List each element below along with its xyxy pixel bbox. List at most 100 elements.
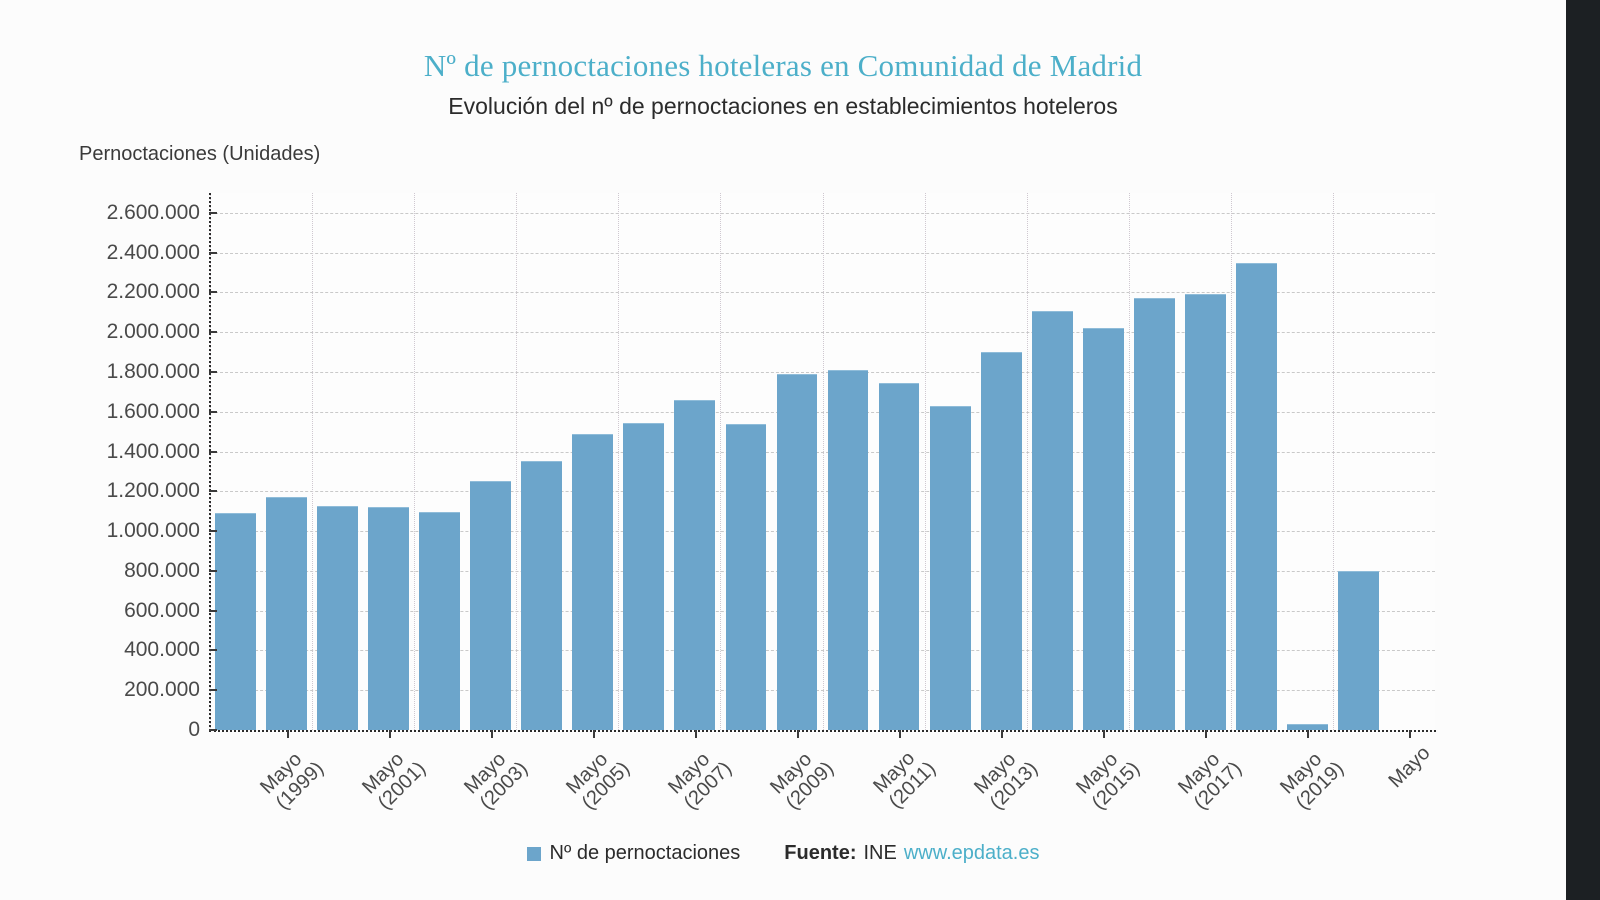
- bar[interactable]: [929, 405, 971, 730]
- y-axis-tick-label: 600.000: [124, 598, 200, 622]
- y-axis-tick-mark: [209, 410, 217, 413]
- y-axis-tick-label: 200.000: [124, 678, 200, 702]
- x-axis-tick-label: Mayo: [1385, 742, 1435, 792]
- bars-layer: [210, 193, 1435, 730]
- y-axis-tick-mark: [209, 211, 217, 214]
- bar[interactable]: [623, 422, 665, 730]
- bar[interactable]: [1133, 298, 1175, 730]
- y-axis-tick-mark: [209, 291, 217, 294]
- y-axis-line: [209, 193, 211, 731]
- y-axis-tick-mark: [209, 371, 217, 373]
- y-axis-tick-label: 2.600.000: [106, 200, 200, 224]
- x-axis-tick-label: Mayo (1999): [256, 742, 329, 815]
- x-axis-tick-mark: [490, 730, 493, 738]
- y-axis-tick-label: 1.000.000: [106, 519, 200, 543]
- bar[interactable]: [776, 373, 818, 730]
- bar[interactable]: [1235, 262, 1277, 730]
- grid-line-vertical: [924, 193, 926, 730]
- x-axis-tick-label: Mayo (2011): [869, 742, 940, 813]
- bar[interactable]: [266, 497, 307, 730]
- x-axis-tick-mark: [796, 730, 799, 738]
- bar[interactable]: [470, 481, 512, 730]
- grid-line-vertical: [720, 193, 722, 730]
- y-axis-tick-label: 400.000: [124, 638, 200, 662]
- bar[interactable]: [827, 370, 869, 730]
- y-axis-unit-label: Pernoctaciones (Unidades): [79, 143, 321, 165]
- right-edge-band: [1566, 0, 1600, 900]
- y-axis-tick-label: 1.200.000: [106, 479, 200, 503]
- y-axis-tick-mark: [209, 251, 217, 254]
- grid-line-vertical: [312, 193, 314, 730]
- bar[interactable]: [1184, 294, 1226, 730]
- chart-footer: Nº de pernoctaciones Fuente: INE www.epd…: [0, 842, 1566, 865]
- x-axis-line: [209, 730, 1436, 732]
- plot-area: [210, 193, 1435, 730]
- x-axis-tick-mark: [592, 730, 595, 738]
- y-axis-tick-label: 2.000.000: [106, 320, 200, 344]
- bar[interactable]: [674, 399, 716, 730]
- bar[interactable]: [1286, 724, 1328, 730]
- grid-line-vertical: [1026, 193, 1028, 730]
- bar[interactable]: [419, 512, 461, 730]
- x-axis-tick-mark: [388, 730, 391, 738]
- y-axis-tick-mark: [209, 569, 217, 572]
- x-axis-tick-mark: [694, 730, 697, 738]
- y-axis-tick-mark: [209, 689, 217, 692]
- x-axis-tick-mark: [1205, 730, 1208, 738]
- y-axis-tick-label: 800.000: [124, 558, 200, 582]
- grid-line-vertical: [516, 193, 518, 730]
- grid-line-vertical: [414, 193, 416, 730]
- x-axis-tick-label: Mayo (2001): [358, 742, 431, 815]
- x-axis-tick-mark: [286, 730, 289, 738]
- x-axis-tick-label: Mayo (2013): [970, 742, 1043, 815]
- chart-container: Nº de pernoctaciones hoteleras en Comuni…: [0, 48, 1566, 865]
- x-axis-tick-label: Mayo (2005): [562, 742, 635, 815]
- source-link[interactable]: www.epdata.es: [903, 842, 1040, 864]
- y-axis-tick-mark: [209, 490, 217, 493]
- x-axis-tick-mark: [1307, 730, 1310, 738]
- bar[interactable]: [1031, 311, 1073, 730]
- chart-title: Nº de pernoctaciones hoteleras en Comuni…: [423, 48, 1143, 83]
- source-name: INE: [863, 842, 897, 864]
- y-axis-tick-label: 2.200.000: [106, 280, 200, 304]
- bar[interactable]: [521, 460, 563, 730]
- bar[interactable]: [980, 352, 1022, 730]
- x-axis-tick-mark: [1409, 730, 1412, 738]
- x-axis-tick-labels: Mayo (1999) Mayo (2001) Mayo (2003) Mayo (2005)…: [210, 730, 1450, 860]
- x-axis-tick-label: Mayo (2007): [664, 742, 737, 815]
- y-axis-tick-mark: [209, 609, 217, 612]
- x-axis-tick-label: Mayo (2019): [1277, 742, 1350, 815]
- bar[interactable]: [1082, 328, 1124, 730]
- y-axis-tick-mark: [209, 649, 217, 652]
- source-label: Fuente:: [784, 842, 857, 864]
- y-axis-tick-mark: [209, 530, 217, 533]
- bar[interactable]: [1338, 570, 1379, 730]
- y-axis-tick-mark: [209, 450, 217, 453]
- x-axis-tick-label: Mayo (2003): [460, 742, 533, 815]
- y-axis-tick-label: 1.800.000: [106, 360, 200, 383]
- x-axis-tick-mark: [1001, 730, 1004, 738]
- bar[interactable]: [572, 433, 614, 730]
- legend-entry-pernoctaciones[interactable]: Nº de pernoctaciones: [526, 842, 741, 865]
- grid-line-vertical: [1230, 193, 1232, 730]
- x-axis-tick-label: Mayo (2015): [1072, 742, 1145, 815]
- bar[interactable]: [368, 507, 410, 730]
- y-axis-tick-label: 0: [188, 718, 200, 741]
- x-axis-tick-label: Mayo (2009): [766, 742, 839, 815]
- x-axis-tick-label: Mayo (2017): [1174, 742, 1247, 815]
- y-axis-tick-label: 1.600.000: [106, 399, 200, 423]
- bar[interactable]: [317, 506, 359, 730]
- bar[interactable]: [215, 513, 256, 730]
- bar[interactable]: [878, 382, 920, 730]
- chart-subtitle: Evolución del nº de pernoctaciones en es…: [448, 93, 1118, 119]
- x-axis-tick-mark: [899, 730, 902, 738]
- bar[interactable]: [725, 423, 767, 730]
- y-axis-tick-mark: [209, 729, 217, 731]
- y-axis-tick-label: 1.400.000: [106, 439, 200, 463]
- y-axis-tick-labels: 2.600.000 2.400.000 2.200.000 2.000.000 1.80…: [60, 193, 200, 741]
- legend-label: Nº de pernoctaciones: [549, 842, 741, 864]
- grid-line-vertical: [822, 193, 824, 730]
- x-axis-tick-mark: [1103, 730, 1106, 738]
- source-block: Fuente: INE www.epdata.es: [784, 842, 1039, 865]
- legend-swatch-icon: [526, 846, 541, 861]
